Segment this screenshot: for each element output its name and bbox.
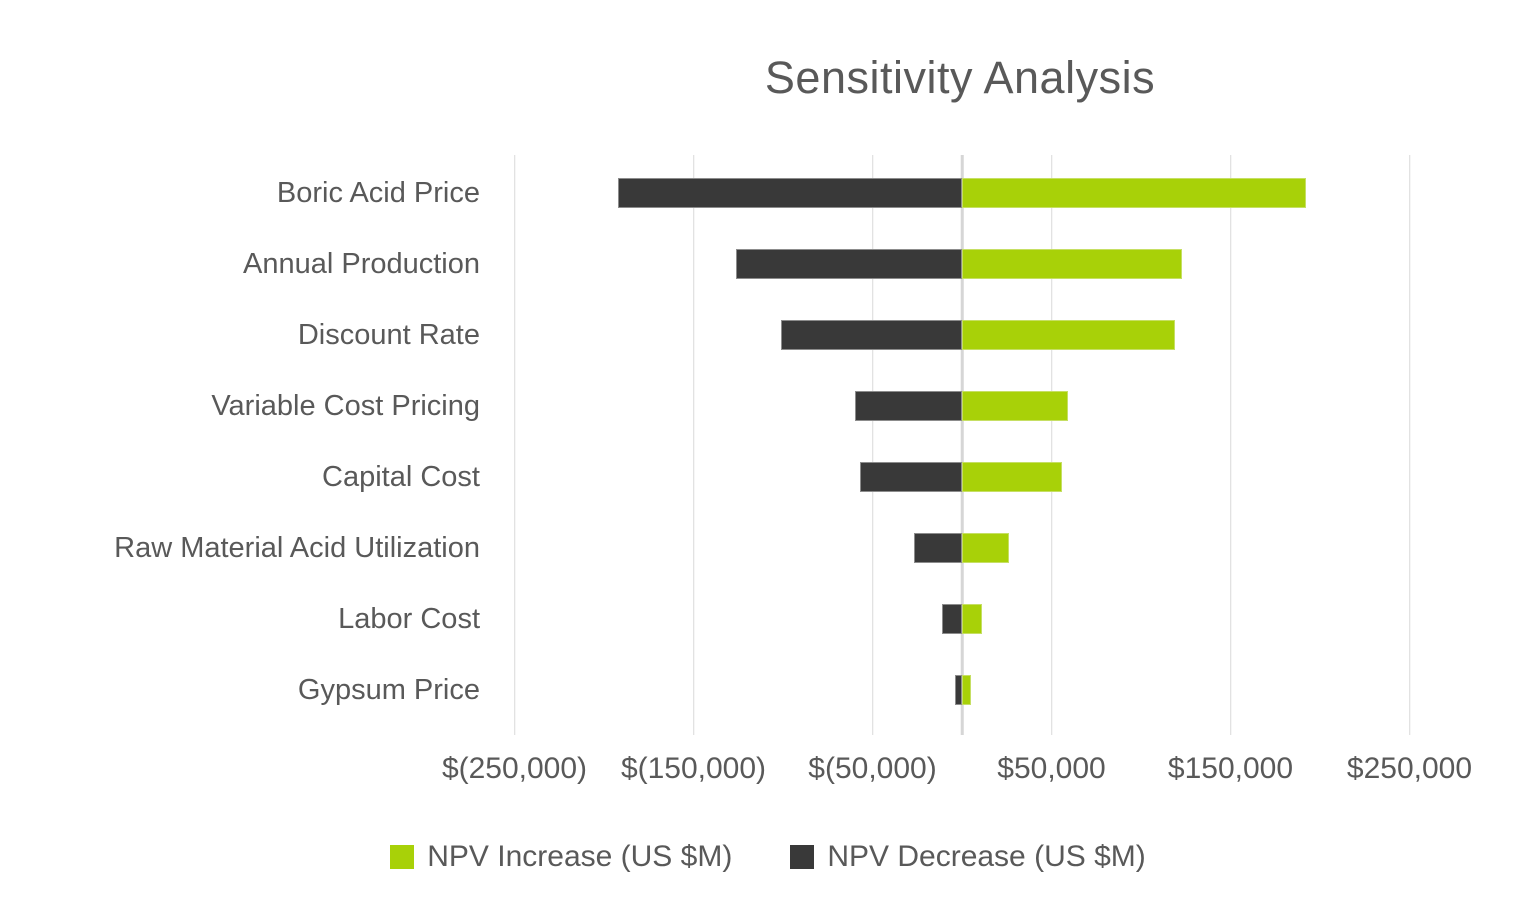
npv-increase-bar	[962, 391, 1068, 421]
legend-swatch	[790, 845, 815, 869]
gridline	[513, 155, 516, 735]
npv-decrease-bar	[913, 533, 962, 563]
x-axis-tick-label: $50,000	[997, 752, 1106, 785]
category-label: Gypsum Price	[297, 674, 480, 706]
gridline	[1408, 155, 1411, 735]
npv-decrease-bar	[736, 249, 962, 279]
x-axis-tick-label: $(150,000)	[620, 752, 767, 785]
npv-decrease-bar	[854, 391, 962, 421]
npv-decrease-bar	[954, 675, 962, 705]
npv-increase-bar	[962, 320, 1175, 350]
x-axis-tick-label: $(50,000)	[808, 752, 937, 785]
legend-swatch	[390, 845, 415, 869]
category-label: Raw Material Acid Utilization	[114, 532, 480, 564]
npv-increase-bar	[962, 462, 1063, 492]
legend: NPV Increase (US $M) NPV Decrease (US $M)	[0, 840, 1536, 874]
npv-increase-bar	[962, 604, 982, 634]
legend-label: NPV Decrease (US $M)	[827, 840, 1146, 873]
x-axis-tick-label: $150,000	[1167, 752, 1294, 785]
category-label: Labor Cost	[338, 603, 480, 635]
x-axis-tick-label: $(250,000)	[441, 752, 588, 785]
npv-increase-bar	[962, 178, 1306, 208]
category-label: Annual Production	[243, 248, 480, 280]
npv-decrease-bar	[859, 462, 962, 492]
category-label: Boric Acid Price	[276, 177, 480, 209]
legend-item: NPV Increase (US $M)	[390, 840, 732, 874]
npv-increase-bar	[962, 533, 1009, 563]
gridline	[1229, 155, 1232, 735]
category-label: Capital Cost	[322, 461, 480, 493]
npv-increase-bar	[962, 249, 1183, 279]
gridline	[871, 155, 874, 735]
category-label: Variable Cost Pricing	[211, 390, 480, 422]
npv-decrease-bar	[781, 320, 962, 350]
legend-item: NPV Decrease (US $M)	[790, 840, 1146, 874]
chart-title: Sensitivity Analysis	[764, 52, 1156, 103]
legend-label: NPV Increase (US $M)	[427, 840, 733, 873]
npv-increase-bar	[962, 675, 971, 705]
npv-decrease-bar	[618, 178, 962, 208]
gridline	[692, 155, 695, 735]
npv-decrease-bar	[942, 604, 962, 634]
category-label: Discount Rate	[297, 319, 480, 351]
zero-axis-line	[960, 155, 964, 735]
gridline	[1050, 155, 1053, 735]
x-axis-tick-label: $250,000	[1346, 752, 1473, 785]
